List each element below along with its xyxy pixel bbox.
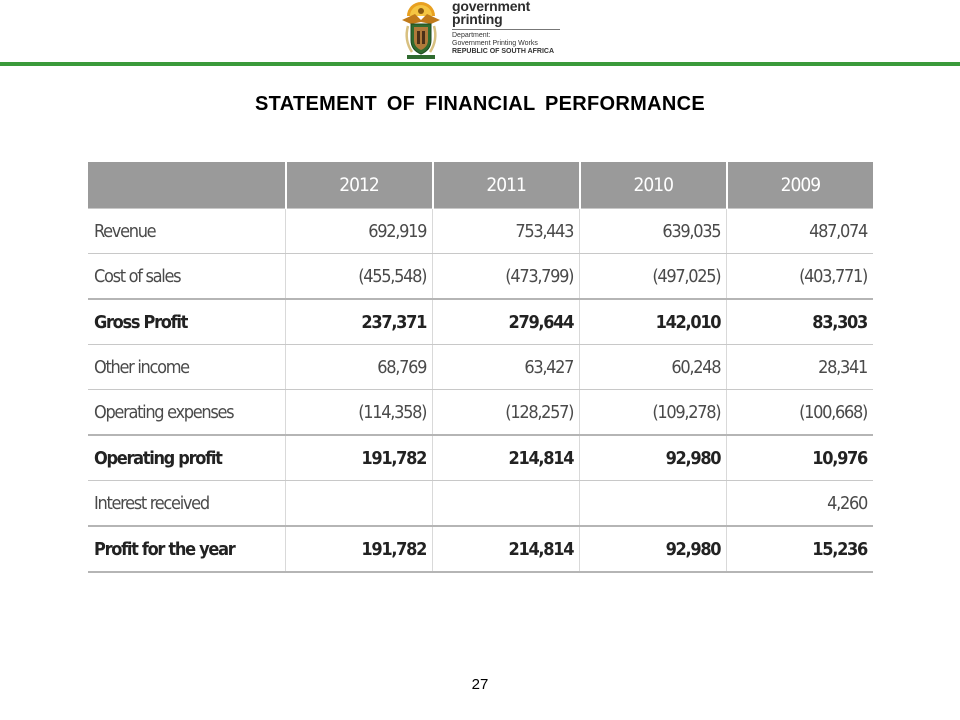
cell-value: (100,668) bbox=[726, 389, 873, 436]
cell-value: 92,980 bbox=[579, 525, 727, 573]
table-row: Other income 68,769 63,427 60,248 28,341 bbox=[88, 344, 873, 390]
row-label: Gross Profit bbox=[88, 298, 286, 345]
cell-value: 68,769 bbox=[284, 344, 433, 390]
cell-value: 142,010 bbox=[579, 298, 727, 345]
table-row: Gross Profit 237,371 279,644 142,010 83,… bbox=[88, 298, 873, 345]
cell-value: 279,644 bbox=[432, 298, 580, 345]
cell-value: 191,782 bbox=[284, 434, 433, 481]
cell-value bbox=[284, 480, 433, 527]
brand-divider bbox=[452, 29, 560, 30]
row-label: Operating expenses bbox=[88, 389, 286, 436]
cell-value: 60,248 bbox=[579, 344, 727, 390]
row-label: Interest received bbox=[88, 480, 286, 527]
cell-value: (109,278) bbox=[579, 389, 727, 436]
cell-value: (473,799) bbox=[432, 253, 580, 300]
header-cell-label bbox=[88, 162, 286, 209]
brand-line-1: government bbox=[452, 0, 531, 14]
table-header-row: 2012 2011 2010 2009 bbox=[88, 162, 873, 209]
page-title: STATEMENT OF FINANCIAL PERFORMANCE bbox=[255, 93, 705, 115]
table-row: Operating profit 191,782 214,814 92,980 … bbox=[88, 434, 873, 481]
coat-of-arms-icon bbox=[402, 2, 440, 59]
financial-table: 2012 2011 2010 2009 Revenue 692,919 753,… bbox=[88, 162, 873, 573]
cell-value: (497,025) bbox=[579, 253, 727, 300]
table-row: Revenue 692,919 753,443 639,035 487,074 bbox=[88, 208, 873, 254]
cell-value: (403,771) bbox=[726, 253, 873, 300]
row-label: Other income bbox=[88, 344, 286, 390]
cell-value: 237,371 bbox=[284, 298, 433, 345]
table-row: Profit for the year 191,782 214,814 92,9… bbox=[88, 525, 873, 573]
table-row: Cost of sales (455,548) (473,799) (497,0… bbox=[88, 253, 873, 300]
cell-value: 4,260 bbox=[726, 480, 873, 527]
cell-value: 753,443 bbox=[432, 208, 580, 254]
cell-value: 10,976 bbox=[726, 434, 873, 481]
header-cell-year: 2012 bbox=[284, 162, 433, 209]
row-label: Cost of sales bbox=[88, 253, 286, 300]
table-body: Revenue 692,919 753,443 639,035 487,074 … bbox=[88, 208, 873, 573]
dept-line-3: REPUBLIC OF SOUTH AFRICA bbox=[452, 48, 555, 55]
table-row: Interest received 4,260 bbox=[88, 480, 873, 527]
row-label: Profit for the year bbox=[88, 525, 286, 573]
row-label: Operating profit bbox=[88, 434, 286, 481]
dept-line-1: Department: bbox=[452, 32, 491, 39]
row-label: Revenue bbox=[88, 208, 286, 254]
cell-value: 28,341 bbox=[726, 344, 873, 390]
cell-value: 63,427 bbox=[432, 344, 580, 390]
dept-line-2: Government Printing Works bbox=[452, 40, 538, 47]
cell-value bbox=[432, 480, 580, 527]
cell-value: (455,548) bbox=[284, 253, 433, 300]
cell-value: 692,919 bbox=[284, 208, 433, 254]
cell-value: 487,074 bbox=[726, 208, 873, 254]
cell-value: 214,814 bbox=[432, 525, 580, 573]
header-cell-year: 2010 bbox=[578, 162, 727, 209]
logo-text: government printing Department: Governme… bbox=[452, 0, 568, 56]
cell-value: 214,814 bbox=[432, 434, 580, 481]
cell-value: 92,980 bbox=[579, 434, 727, 481]
page-header: government printing Department: Governme… bbox=[0, 0, 960, 66]
header-cell-year: 2009 bbox=[725, 162, 873, 209]
cell-value: (128,257) bbox=[432, 389, 580, 436]
header-cell-year: 2011 bbox=[431, 162, 580, 209]
cell-value: 15,236 bbox=[726, 525, 873, 573]
page-number: 27 bbox=[471, 676, 489, 693]
table-row: Operating expenses (114,358) (128,257) (… bbox=[88, 389, 873, 436]
cell-value: (114,358) bbox=[284, 389, 433, 436]
cell-value: 83,303 bbox=[726, 298, 873, 345]
cell-value bbox=[579, 480, 727, 527]
header-divider bbox=[0, 62, 960, 66]
cell-value: 191,782 bbox=[284, 525, 433, 573]
cell-value: 639,035 bbox=[579, 208, 727, 254]
brand-line-2: printing bbox=[452, 11, 503, 27]
logo: government printing Department: Governme… bbox=[398, 0, 568, 62]
